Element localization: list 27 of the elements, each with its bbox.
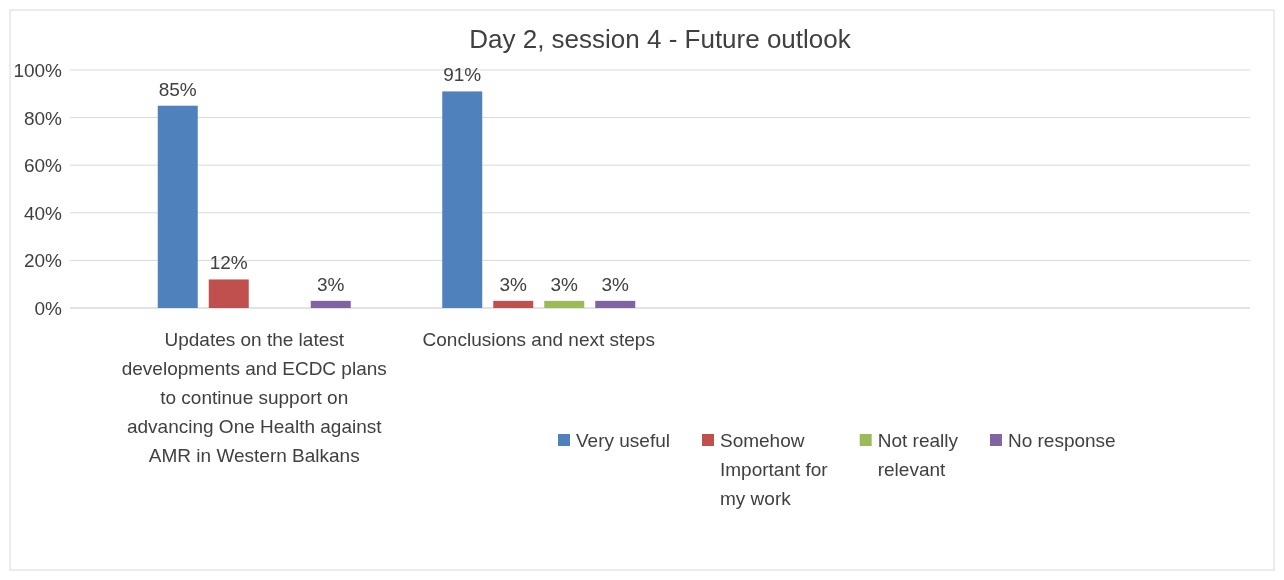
bar <box>310 300 351 308</box>
y-tick-label: 80% <box>23 107 63 129</box>
x-tick-label: Conclusions and next steps <box>422 329 655 350</box>
bar <box>208 279 249 308</box>
data-label: 85% <box>158 78 197 100</box>
bar <box>157 105 198 308</box>
y-tick-label: 40% <box>23 202 63 224</box>
chart-title: Day 2, session 4 - Future outlook <box>469 24 852 54</box>
data-label: 3% <box>601 273 630 295</box>
data-label: 3% <box>499 273 528 295</box>
legend-label: Very useful <box>576 430 670 451</box>
data-label: 3% <box>317 273 345 295</box>
bar <box>493 300 534 308</box>
y-tick-label: 100% <box>13 60 63 81</box>
bar <box>442 91 483 308</box>
y-tick-label: 20% <box>23 250 63 272</box>
x-tick-label: Updates on the latest developments and ECDC plans to continue support on advancing One Health against AMR in Western Balkans <box>121 329 387 466</box>
y-tick-label: 0% <box>34 298 63 319</box>
legend-label: Somehow Important for my work <box>720 430 829 509</box>
data-label: 91% <box>443 64 482 86</box>
legend-label: No response <box>1007 430 1116 451</box>
data-label: 12% <box>209 252 248 274</box>
bar <box>544 300 585 308</box>
bar <box>595 300 636 308</box>
data-label: 3% <box>550 273 579 295</box>
y-tick-label: 60% <box>23 155 63 177</box>
legend-label: Not really relevant <box>877 430 959 480</box>
